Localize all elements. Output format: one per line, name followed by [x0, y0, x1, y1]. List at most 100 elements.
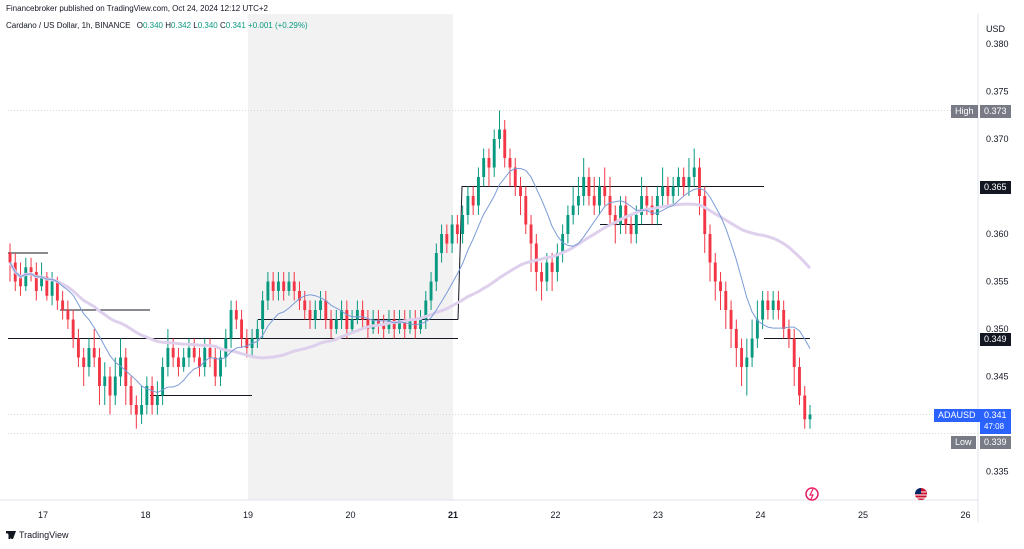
- candle: [240, 310, 244, 348]
- candle: [655, 186, 659, 225]
- candle: [566, 205, 570, 244]
- candle: [545, 253, 549, 291]
- candle: [19, 262, 22, 296]
- candle: [324, 291, 328, 329]
- candle: [724, 281, 728, 329]
- candle: [282, 272, 286, 301]
- publisher-line: Financebroker published on TradingView.c…: [6, 4, 269, 13]
- candle: [113, 357, 117, 405]
- candle: [219, 348, 222, 386]
- candle: [355, 300, 359, 325]
- x-tick-label[interactable]: 25: [858, 510, 868, 520]
- candle: [382, 314, 386, 339]
- candle: [150, 376, 154, 415]
- y-tick-label: 0.380: [986, 39, 1009, 49]
- candle: [592, 177, 596, 215]
- candle: [261, 291, 265, 339]
- x-tick-label[interactable]: 19: [243, 510, 253, 520]
- candle: [450, 215, 454, 253]
- candle: [740, 338, 744, 386]
- ma-slow-line: [8, 202, 812, 360]
- candle: [266, 272, 270, 310]
- candle: [576, 177, 580, 215]
- candle: [713, 253, 717, 301]
- lightning-icon-bolt: [809, 488, 814, 500]
- x-tick-label[interactable]: 20: [345, 510, 355, 520]
- candle: [466, 186, 470, 225]
- candle: [766, 291, 770, 320]
- candle: [529, 215, 533, 272]
- candle: [771, 291, 775, 320]
- candle: [524, 186, 528, 234]
- candle: [213, 348, 217, 386]
- level-step-line: [457, 186, 500, 320]
- x-tick-label[interactable]: 24: [755, 510, 765, 520]
- candle: [750, 319, 754, 367]
- candle: [429, 272, 433, 310]
- candle: [308, 300, 312, 329]
- candle: [761, 291, 765, 329]
- candle: [192, 338, 196, 363]
- candle: [571, 186, 575, 225]
- candle: [613, 205, 617, 244]
- candle: [182, 348, 186, 372]
- time-axis[interactable]: 17 18 19 20 21 22 23 24 25 26: [38, 510, 971, 520]
- candle: [440, 224, 444, 263]
- x-tick-label[interactable]: 23: [653, 510, 663, 520]
- candle: [498, 110, 501, 149]
- x-tick-label[interactable]: 18: [140, 510, 150, 520]
- candle: [508, 148, 512, 187]
- candle: [619, 196, 622, 234]
- symbol-title: Cardano / US Dollar, 1h, BINANCE: [6, 21, 131, 30]
- candle: [334, 310, 338, 334]
- candle: [208, 338, 212, 367]
- candle: [82, 348, 86, 386]
- y-tick-label: 0.360: [986, 229, 1009, 239]
- candle: [550, 253, 554, 291]
- candle: [340, 300, 344, 329]
- candle: [329, 310, 333, 339]
- candle: [540, 262, 544, 301]
- candle: [519, 177, 522, 215]
- candle: [255, 319, 259, 348]
- candle: [555, 243, 559, 282]
- x-tick-label[interactable]: 26: [960, 510, 970, 520]
- candle: [71, 310, 75, 348]
- candle: [808, 405, 812, 429]
- x-tick-label[interactable]: 17: [38, 510, 48, 520]
- last-price-tag: 0.341 47:08: [980, 409, 1011, 434]
- candle: [661, 167, 665, 206]
- candle: [666, 177, 670, 206]
- symbol-tag: ADAUSD: [934, 409, 980, 422]
- candle: [361, 300, 365, 329]
- x-tick-label[interactable]: 21: [448, 510, 458, 520]
- ma-fast-line: [9, 168, 811, 394]
- candle: [108, 367, 112, 415]
- currency-label: USD: [986, 24, 1006, 34]
- candle: [350, 310, 354, 334]
- tradingview-logo[interactable]: TradingView: [6, 530, 69, 540]
- lightning-icon[interactable]: [805, 487, 819, 501]
- candle: [471, 186, 475, 215]
- candle: [640, 177, 644, 225]
- candle: [345, 300, 349, 339]
- level-tag-2: 0.349: [980, 333, 1011, 346]
- candle: [134, 395, 138, 429]
- candle: [124, 348, 128, 405]
- candle: [692, 148, 696, 187]
- symbol-header: Cardano / US Dollar, 1h, BINANCE O0.340 …: [6, 21, 308, 30]
- candle: [66, 300, 70, 329]
- y-tick-label: 0.345: [986, 372, 1009, 382]
- x-tick-label[interactable]: 22: [550, 510, 560, 520]
- candle: [98, 348, 101, 405]
- candle: [587, 167, 591, 206]
- candle: [671, 177, 675, 206]
- candle: [155, 381, 159, 415]
- candle: [487, 148, 491, 187]
- candle: [92, 329, 96, 367]
- candle: [787, 319, 791, 348]
- event-icons[interactable]: [805, 487, 927, 501]
- candle: [719, 272, 722, 310]
- candle: [29, 257, 33, 282]
